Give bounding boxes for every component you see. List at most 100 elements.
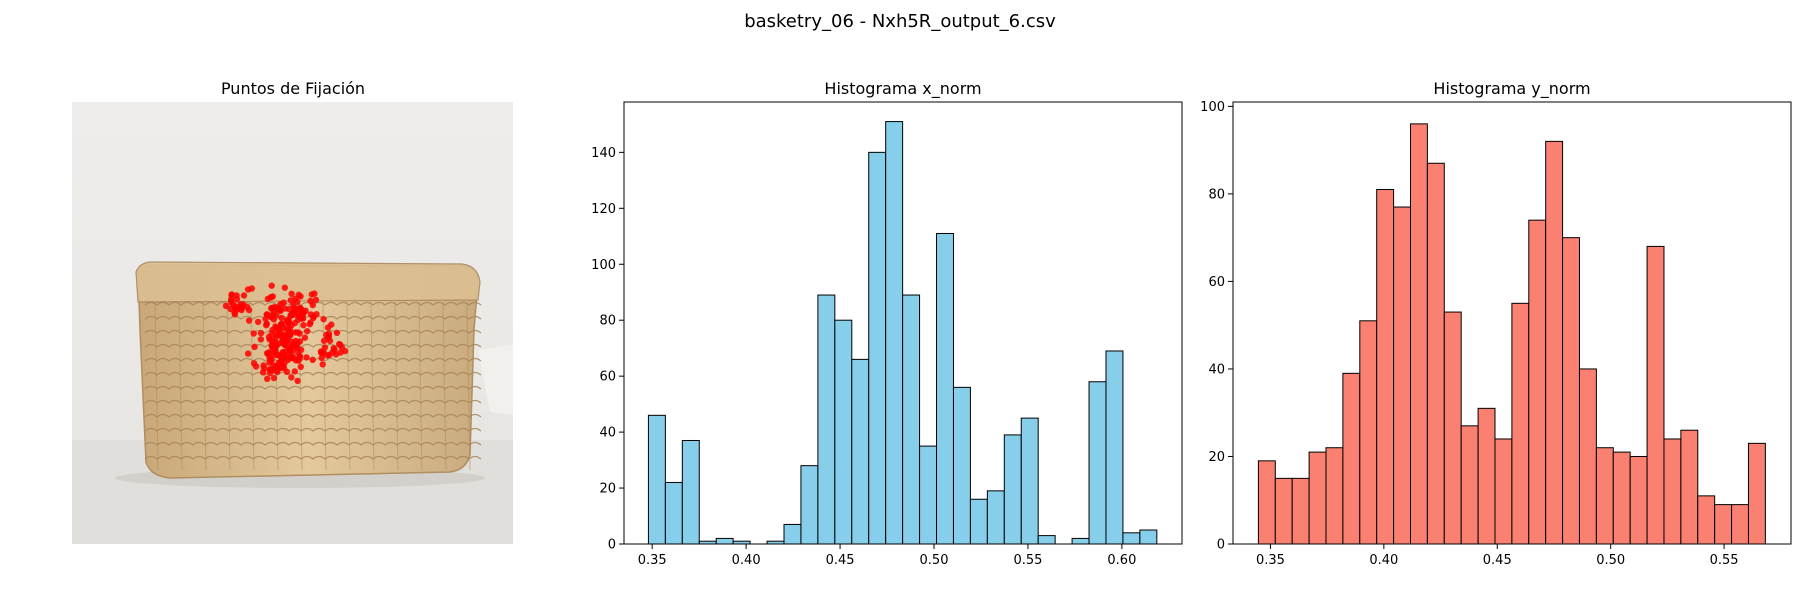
y-norm-bar — [1663, 438, 1682, 545]
y-norm-bar — [1342, 372, 1361, 545]
x-norm-bar — [800, 465, 819, 545]
fixation-point — [291, 319, 299, 327]
fixation-point — [267, 356, 274, 363]
fixation-image-panel: Puntos de Fijación — [72, 79, 513, 544]
fixation-point — [227, 296, 235, 303]
fixation-point — [288, 338, 296, 346]
fixation-point — [274, 366, 281, 373]
fixation-point — [238, 306, 245, 314]
y-norm-ytick-label: 40 — [1208, 362, 1225, 377]
fixation-point — [326, 337, 334, 345]
y-norm-ytick-label: 20 — [1208, 450, 1225, 465]
fixation-point — [317, 348, 325, 355]
x-norm-bar — [902, 294, 921, 545]
fixation-point — [245, 306, 253, 314]
fixation-point — [329, 349, 336, 356]
fixation-point — [229, 301, 237, 308]
fixation-point — [265, 333, 273, 341]
fixation-point — [279, 320, 286, 328]
fixation-point — [304, 328, 311, 335]
x-norm-bar — [1071, 537, 1090, 545]
x-norm-ytick-label: 60 — [599, 370, 616, 385]
fixation-point — [278, 314, 285, 322]
fixation-point — [281, 359, 288, 367]
x-norm-ytick-label: 0 — [608, 538, 616, 553]
y-norm-xtick-label: 0.35 — [1256, 553, 1285, 568]
basket-photo — [72, 102, 513, 544]
x-norm-ytick-label: 80 — [599, 314, 616, 329]
fixation-point — [222, 302, 230, 310]
fixation-point — [295, 357, 302, 364]
y-norm-ytick-label: 0 — [1217, 538, 1225, 553]
fixation-point — [287, 312, 295, 319]
fixation-point — [251, 343, 258, 350]
fixation-point — [257, 329, 265, 337]
y-norm-bar — [1409, 123, 1428, 545]
y-norm-bar — [1680, 429, 1699, 545]
fixation-point — [328, 321, 335, 328]
y-norm-ytick-label: 100 — [1200, 100, 1225, 115]
x-norm-bar — [1105, 350, 1124, 545]
y-norm-axes: 0.35 0.40 0.45 0.50 0.55 0 20 40 60 80 100 — [1200, 100, 1738, 568]
y-norm-bar — [1308, 451, 1327, 545]
x-norm-xtick-label: 0.45 — [826, 553, 855, 568]
x-norm-bar — [834, 319, 853, 545]
x-norm-bar — [1020, 417, 1039, 545]
y-norm-bar — [1426, 162, 1445, 545]
fixation-point — [306, 321, 313, 328]
x-norm-bars — [647, 121, 1158, 545]
x-norm-bar — [1122, 532, 1141, 545]
y-norm-ytick-label: 60 — [1208, 275, 1225, 290]
fixation-point — [298, 312, 306, 320]
y-norm-bar — [1612, 451, 1631, 545]
fixation-point — [337, 349, 344, 356]
fixation-point — [287, 330, 294, 337]
fixation-point — [264, 375, 271, 382]
fixation-point — [291, 368, 298, 375]
y-norm-bar — [1393, 206, 1411, 545]
x-norm-histogram: Histograma x_norm 0.35 0.40 0.45 0.50 0.55 0.… — [591, 79, 1183, 568]
fixation-point — [288, 290, 295, 297]
fixation-point — [297, 293, 304, 300]
fixation-point — [264, 295, 271, 303]
fixation-point — [294, 329, 301, 336]
fixation-point — [244, 286, 252, 293]
x-norm-bar — [851, 358, 870, 545]
x-norm-bar — [868, 151, 887, 545]
fixation-point — [233, 295, 241, 303]
fixation-point — [245, 317, 253, 324]
x-norm-bar — [986, 490, 1005, 545]
y-norm-bar — [1257, 460, 1276, 545]
y-norm-bar — [1731, 504, 1749, 545]
fixation-point — [279, 337, 286, 344]
y-norm-bar — [1274, 477, 1293, 545]
y-norm-bar — [1697, 495, 1716, 545]
x-norm-bar — [969, 498, 988, 545]
x-norm-bar — [952, 386, 971, 545]
y-norm-bar — [1511, 302, 1530, 545]
fixation-point — [240, 292, 248, 299]
fixation-point — [268, 282, 275, 289]
fixation-point — [297, 363, 304, 370]
y-norm-bar — [1443, 311, 1462, 545]
y-norm-title: Histograma y_norm — [1433, 79, 1590, 99]
fixation-point — [281, 284, 288, 291]
y-norm-bar — [1595, 447, 1614, 545]
fixation-point — [288, 374, 295, 381]
fixation-point — [296, 338, 304, 345]
y-norm-bar — [1562, 237, 1580, 545]
y-norm-bar — [1325, 447, 1344, 545]
fixation-point — [263, 350, 271, 357]
fixation-point — [300, 322, 307, 329]
fixation-point — [324, 352, 331, 359]
fixation-point — [307, 297, 314, 305]
y-norm-bar — [1747, 442, 1766, 545]
y-norm-bar — [1359, 320, 1378, 545]
x-norm-bar — [715, 537, 734, 545]
fixation-point — [287, 297, 294, 304]
fixation-point — [252, 363, 260, 370]
fixation-point — [320, 316, 327, 323]
y-norm-bar — [1460, 425, 1479, 545]
x-norm-title: Histograma x_norm — [824, 79, 981, 99]
